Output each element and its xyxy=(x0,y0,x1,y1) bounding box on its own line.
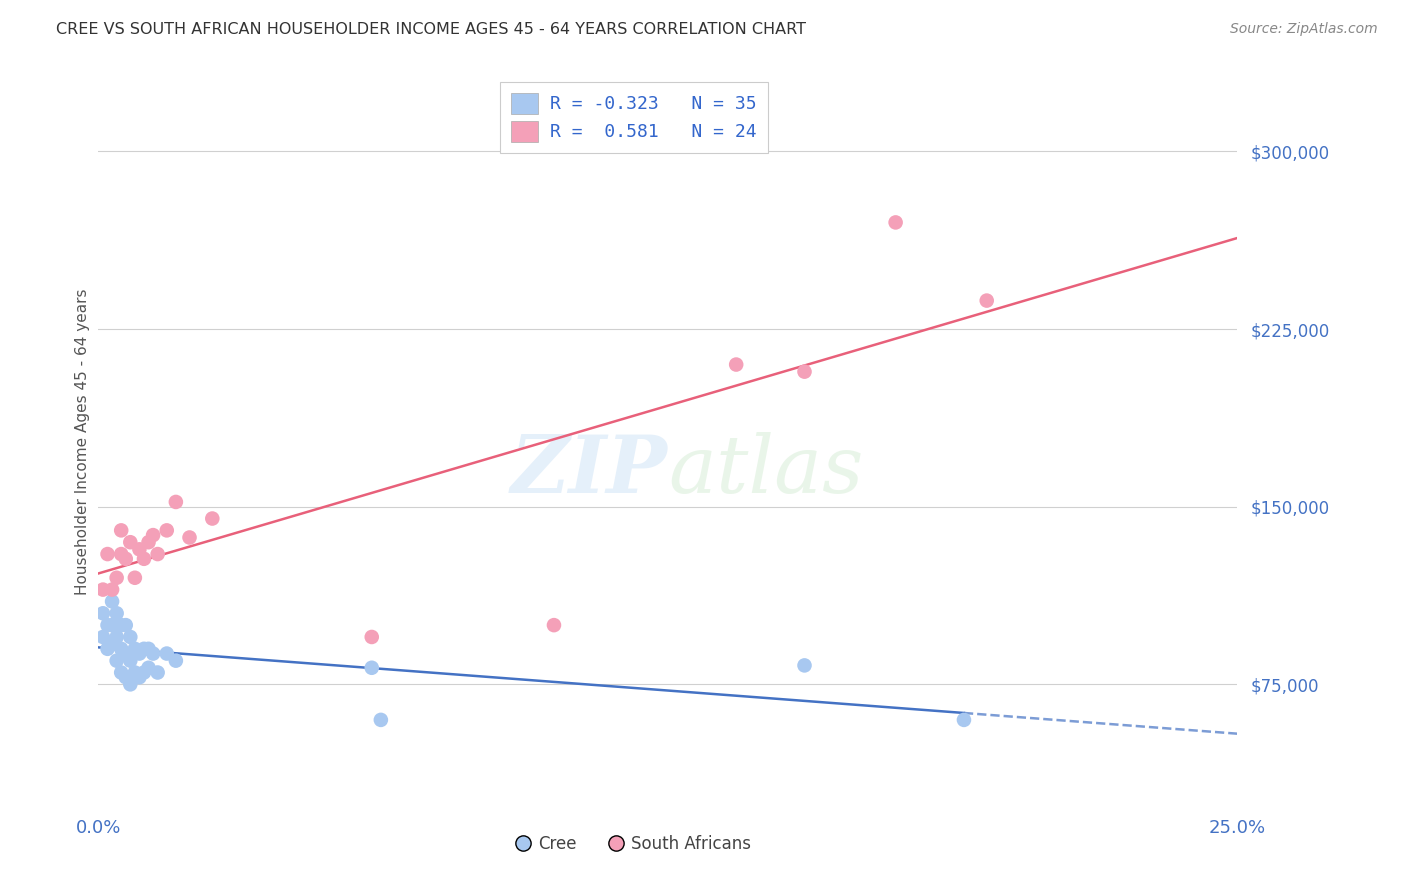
Point xyxy=(146,547,169,561)
Point xyxy=(120,630,142,644)
Point xyxy=(142,647,165,661)
Point xyxy=(105,630,128,644)
Point xyxy=(110,665,132,680)
Point xyxy=(142,528,165,542)
Point xyxy=(101,594,124,608)
Point xyxy=(128,542,150,557)
Point xyxy=(124,571,146,585)
Point xyxy=(360,630,382,644)
Point xyxy=(976,293,998,308)
Point xyxy=(165,495,187,509)
Legend: Cree, South Africans: Cree, South Africans xyxy=(509,828,758,860)
Point xyxy=(884,215,907,229)
Point xyxy=(120,677,142,691)
Point xyxy=(124,641,146,656)
Point xyxy=(543,618,565,632)
Point xyxy=(725,358,748,372)
Point xyxy=(128,647,150,661)
Point xyxy=(124,665,146,680)
Text: CREE VS SOUTH AFRICAN HOUSEHOLDER INCOME AGES 45 - 64 YEARS CORRELATION CHART: CREE VS SOUTH AFRICAN HOUSEHOLDER INCOME… xyxy=(56,22,806,37)
Text: Source: ZipAtlas.com: Source: ZipAtlas.com xyxy=(1230,22,1378,37)
Point xyxy=(146,665,169,680)
Point xyxy=(132,551,155,566)
Point xyxy=(91,630,114,644)
Point xyxy=(370,713,392,727)
Point xyxy=(105,607,128,621)
Point xyxy=(105,571,128,585)
Point xyxy=(793,365,815,379)
Point xyxy=(101,582,124,597)
Point xyxy=(138,535,160,549)
Point xyxy=(101,618,124,632)
Point xyxy=(110,524,132,538)
Point xyxy=(114,618,136,632)
Point xyxy=(96,618,118,632)
Point xyxy=(953,713,976,727)
Point xyxy=(110,641,132,656)
Point xyxy=(156,647,179,661)
Point xyxy=(132,641,155,656)
Point xyxy=(132,665,155,680)
Point xyxy=(96,547,118,561)
Point xyxy=(138,661,160,675)
Point xyxy=(793,658,815,673)
Point xyxy=(179,531,201,545)
Point xyxy=(114,647,136,661)
Point xyxy=(156,524,179,538)
Point xyxy=(110,547,132,561)
Point xyxy=(165,654,187,668)
Text: atlas: atlas xyxy=(668,432,863,509)
Point xyxy=(110,618,132,632)
Point xyxy=(360,661,382,675)
Point xyxy=(120,654,142,668)
Point xyxy=(201,511,224,525)
Text: ZIP: ZIP xyxy=(510,432,668,509)
Y-axis label: Householder Income Ages 45 - 64 years: Householder Income Ages 45 - 64 years xyxy=(75,288,90,595)
Point xyxy=(120,535,142,549)
Point xyxy=(101,637,124,651)
Point xyxy=(91,607,114,621)
Point xyxy=(128,670,150,684)
Point xyxy=(114,551,136,566)
Point xyxy=(96,641,118,656)
Point xyxy=(91,582,114,597)
Point xyxy=(105,654,128,668)
Point xyxy=(138,641,160,656)
Point xyxy=(114,670,136,684)
